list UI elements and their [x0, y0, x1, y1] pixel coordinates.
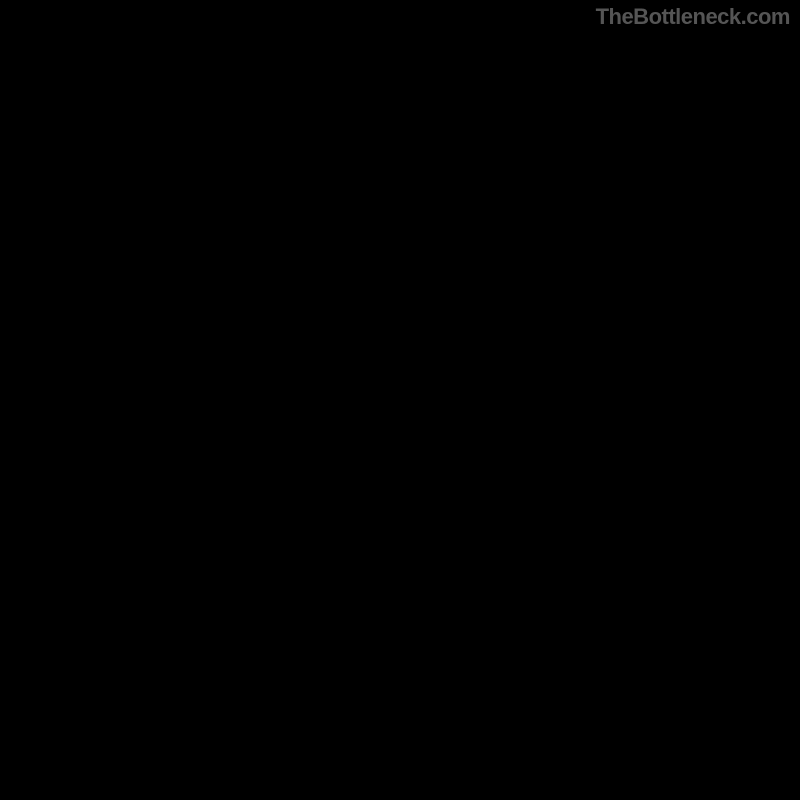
outer-frame: [0, 0, 800, 800]
watermark-text: TheBottleneck.com: [596, 4, 790, 30]
